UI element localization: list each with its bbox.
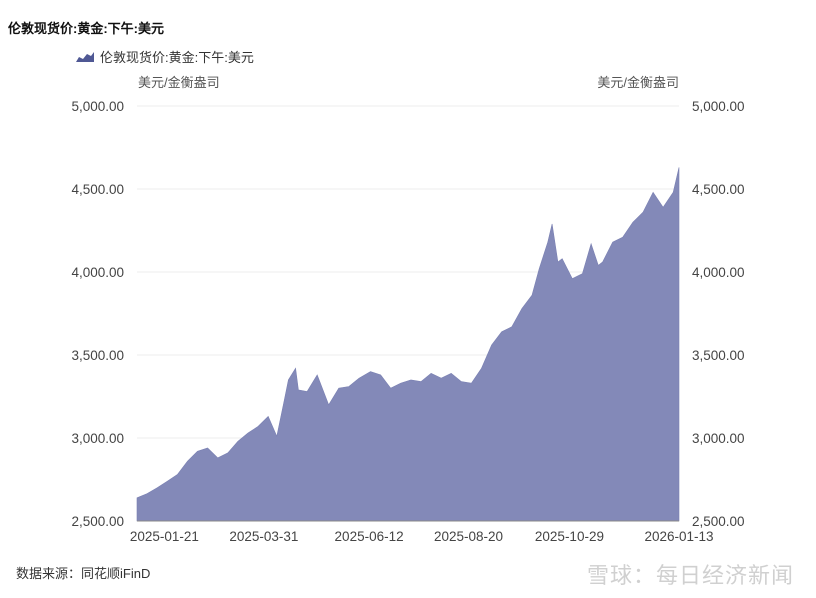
y-tick-label-left: 5,000.00 [71, 99, 124, 114]
y-tick-label-right: 4,500.00 [692, 182, 745, 197]
y-tick-label-right: 4,000.00 [692, 265, 745, 280]
left-axis-unit: 美元/金衡盎司 [138, 75, 220, 90]
x-tick-label: 2026-01-13 [644, 529, 713, 544]
y-tick-label-left: 3,500.00 [71, 348, 124, 363]
watermark: 雪球：每日经济新闻 [586, 564, 794, 589]
x-tick-label: 2025-10-29 [535, 529, 604, 544]
chart-title: 伦敦现货价:黄金:下午:美元 [8, 21, 164, 36]
x-tick-label: 2025-03-31 [229, 529, 298, 544]
x-tick-label: 2025-08-20 [434, 529, 503, 544]
y-tick-label-left: 4,500.00 [71, 182, 124, 197]
legend-label: 伦敦现货价:黄金:下午:美元 [100, 50, 254, 65]
data-source: 数据来源：同花顺iFinD [16, 566, 151, 581]
legend-area-icon [76, 51, 94, 62]
legend[interactable]: 伦敦现货价:黄金:下午:美元 [76, 47, 254, 66]
y-tick-label-right: 2,500.00 [692, 514, 745, 529]
right-axis-unit: 美元/金衡盎司 [597, 75, 679, 90]
y-tick-label-right: 3,500.00 [692, 348, 745, 363]
y-tick-label-right: 5,000.00 [692, 99, 745, 114]
y-tick-label-left: 3,000.00 [71, 431, 124, 446]
y-tick-label-left: 2,500.00 [71, 514, 124, 529]
y-tick-label-left: 4,000.00 [71, 265, 124, 280]
y-tick-label-right: 3,000.00 [692, 431, 745, 446]
series-area [136, 167, 680, 522]
x-tick-label: 2025-01-21 [130, 529, 199, 544]
x-tick-label: 2025-06-12 [335, 529, 404, 544]
